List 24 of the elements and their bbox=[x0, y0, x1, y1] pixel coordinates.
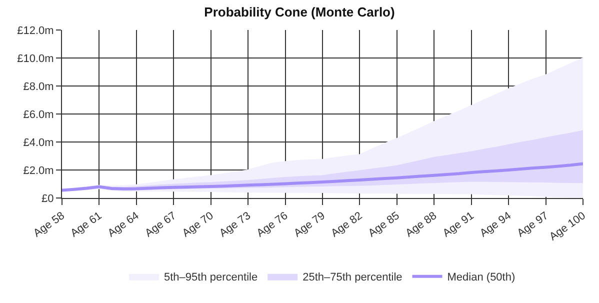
chart-title: Probability Cone (Monte Carlo) bbox=[204, 4, 395, 20]
y-tick-label: £0 bbox=[42, 192, 54, 205]
legend-label: 25th–75th percentile bbox=[302, 272, 402, 284]
x-tick-label: Age 91 bbox=[440, 210, 476, 240]
x-tick-label: Age 61 bbox=[68, 210, 104, 240]
y-tick-label: £6.0m bbox=[23, 108, 54, 121]
y-tick-label: £2.0m bbox=[23, 164, 54, 177]
legend-label: 5th–95th percentile bbox=[164, 272, 258, 284]
y-tick-label: £12.0m bbox=[17, 24, 54, 37]
x-tick-label: Age 70 bbox=[180, 210, 216, 240]
x-tick-label: Age 73 bbox=[217, 210, 253, 240]
x-tick-label: Age 76 bbox=[254, 210, 290, 240]
x-tick-label: Age 88 bbox=[404, 210, 440, 240]
legend-label: Median (50th) bbox=[447, 272, 516, 284]
x-tick-label: Age 85 bbox=[366, 210, 402, 240]
x-tick-label: Age 58 bbox=[31, 210, 67, 240]
x-tick-label: Age 64 bbox=[106, 210, 142, 240]
y-tick-label: £4.0m bbox=[23, 136, 54, 149]
y-tick-label: £10.0m bbox=[17, 52, 54, 65]
x-tick-label: Age 79 bbox=[292, 210, 328, 240]
x-tick-label: Age 67 bbox=[143, 210, 179, 240]
y-tick-label: £8.0m bbox=[23, 80, 54, 93]
x-tick-label: Age 94 bbox=[478, 210, 514, 240]
x-tick-label: Age 82 bbox=[329, 210, 365, 240]
